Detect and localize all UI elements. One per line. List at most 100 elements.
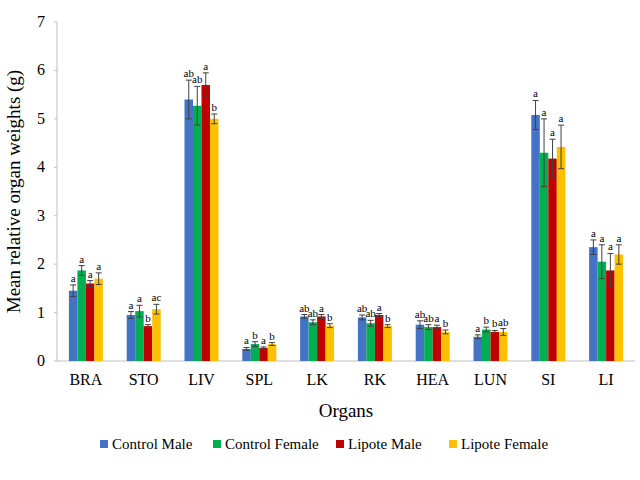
error-bar (417, 321, 423, 329)
significance-letter: b (252, 329, 258, 341)
error-bar (616, 245, 622, 264)
bar (499, 332, 508, 361)
significance-letter: b (269, 330, 275, 342)
error-bar (590, 240, 596, 255)
bar (482, 330, 491, 361)
bar (474, 337, 483, 361)
bar (300, 316, 309, 361)
error-bar (492, 330, 498, 333)
error-bar (500, 329, 506, 336)
significance-letter: a (542, 106, 547, 118)
error-bar (599, 245, 605, 279)
significance-letter: a (475, 322, 480, 334)
error-bar (301, 315, 307, 319)
significance-letter: a (559, 112, 564, 124)
legend-swatch (449, 440, 457, 448)
x-tick-label: RK (364, 371, 387, 388)
bar (251, 344, 259, 361)
bar (358, 317, 367, 361)
error-bar (70, 285, 76, 297)
error-bar (194, 86, 200, 125)
bar (268, 344, 277, 361)
x-tick-label: BRA (69, 371, 102, 388)
error-bar (310, 320, 316, 325)
legend-label: Control Male (112, 436, 193, 452)
error-bar (550, 139, 556, 178)
x-tick-label: LIV (188, 371, 215, 388)
error-bar (153, 304, 159, 314)
significance-letter: b (484, 314, 490, 326)
error-bar (368, 320, 374, 326)
y-tick-label: 2 (37, 255, 45, 272)
bar (433, 327, 442, 361)
error-bar (96, 273, 102, 285)
x-tick-label: SPL (246, 371, 274, 388)
error-bar (145, 325, 151, 328)
significance-letter: a (96, 260, 101, 272)
bar (127, 315, 136, 361)
legend-swatch (100, 440, 108, 448)
bar (94, 279, 103, 361)
bar (86, 284, 95, 361)
error-bar (483, 327, 489, 332)
bar (491, 332, 500, 361)
significance-letter: a (261, 334, 266, 346)
significance-letter: a (129, 299, 134, 311)
bar (259, 348, 268, 361)
error-bar (203, 73, 209, 97)
significance-letter: a (550, 126, 555, 138)
bar (441, 332, 450, 361)
significance-letter: a (203, 60, 208, 72)
error-bar (475, 335, 481, 339)
x-axis-title: Organs (319, 400, 374, 421)
significance-letter: a (435, 312, 440, 324)
error-bar (376, 314, 382, 317)
legend-swatch (213, 440, 221, 448)
error-bar (318, 315, 324, 319)
significance-letter: a (533, 87, 538, 99)
bar (152, 309, 161, 361)
significance-letter: a (616, 232, 621, 244)
significance-letter: a (71, 272, 76, 284)
error-bar (244, 347, 250, 350)
error-bar (186, 80, 192, 119)
x-tick-label: LUN (474, 371, 507, 388)
significance-letter: a (137, 292, 142, 304)
significance-letter: ac (152, 291, 162, 303)
error-bar (261, 347, 267, 349)
y-tick-label: 4 (37, 158, 45, 175)
x-tick-label: SI (541, 371, 555, 388)
significance-letter: ab (192, 73, 203, 85)
significance-letter: a (608, 240, 613, 252)
bar (383, 326, 392, 361)
error-bar (128, 312, 134, 319)
x-tick-label: HEA (416, 371, 449, 388)
bar (557, 147, 566, 361)
bar (531, 115, 540, 361)
significance-letter: b (145, 312, 151, 324)
error-bar (558, 125, 564, 169)
x-tick-label: LK (306, 371, 328, 388)
bar (210, 119, 219, 361)
significance-letter: ab (308, 307, 319, 319)
bar (326, 326, 335, 361)
bar (366, 323, 375, 361)
error-bar (385, 325, 391, 328)
bar (615, 254, 624, 361)
legend-label: Lipote Female (461, 436, 548, 452)
y-tick-label: 3 (37, 207, 45, 224)
bar (317, 316, 326, 361)
bar (69, 291, 78, 361)
significance-letter: a (591, 227, 596, 239)
significance-letter: b (443, 317, 449, 329)
significance-letter: ab (423, 312, 434, 324)
y-axis-title: Mean relative organ weights (g) (3, 70, 25, 313)
significance-letter: a (319, 302, 324, 314)
significance-letter: ab (365, 307, 376, 319)
legend-label: Lipote Male (348, 436, 422, 452)
legend: Control MaleControl FemaleLipote MaleLip… (100, 436, 548, 452)
significance-letter: a (377, 301, 382, 313)
significance-letter: a (599, 232, 604, 244)
bar (185, 99, 194, 361)
error-bar (136, 305, 142, 317)
